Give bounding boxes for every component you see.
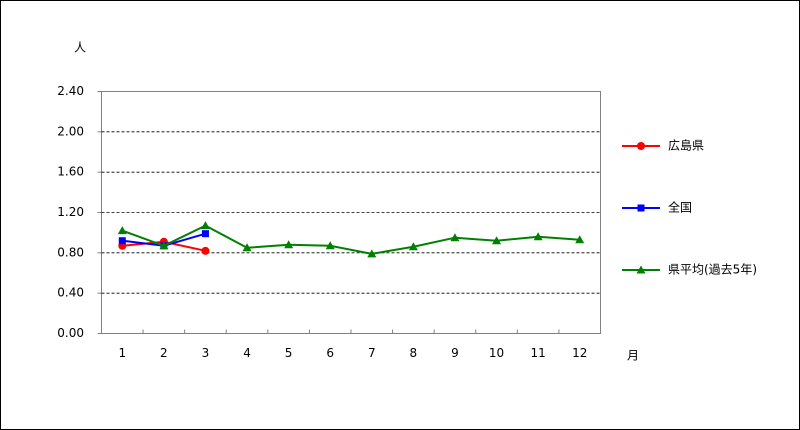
series-line (121, 224, 580, 255)
x-tick-label: 11 (530, 346, 545, 360)
marker (575, 235, 585, 244)
y-tick-label: 2.40 (57, 84, 84, 98)
y-tick-label: 2.00 (57, 124, 84, 138)
legend-label: 広島県 (668, 138, 704, 153)
x-tick-label: 9 (451, 346, 459, 360)
x-tick-label: 1 (118, 346, 126, 360)
marker (408, 242, 418, 251)
x-tick-label: 5 (285, 346, 293, 360)
legend-label: 県平均(過去5年) (668, 263, 757, 277)
x-tick-label: 6 (326, 346, 334, 360)
x-tick-label: 3 (202, 346, 210, 360)
y-tick-label: 0.00 (57, 326, 84, 340)
x-tick-label: 10 (489, 346, 504, 360)
marker (325, 241, 335, 250)
x-axis-label: 月 (627, 349, 639, 363)
marker (533, 232, 543, 241)
marker (637, 142, 645, 150)
marker (492, 236, 502, 245)
x-tick-label: 4 (243, 346, 251, 360)
x-tick-label: 8 (410, 346, 418, 360)
y-tick-label: 1.20 (57, 205, 84, 219)
marker (242, 243, 252, 252)
y-axis-label: 人 (74, 41, 86, 55)
marker (159, 241, 169, 250)
y-tick-label: 0.40 (57, 286, 84, 300)
marker (637, 204, 645, 212)
y-tick-label: 1.60 (57, 165, 84, 179)
marker (284, 240, 294, 249)
plot-area (101, 91, 601, 334)
marker (117, 226, 127, 235)
marker (367, 249, 377, 258)
x-tick-label: 12 (572, 346, 587, 360)
x-tick-label: 2 (160, 346, 168, 360)
x-tick-label: 7 (368, 346, 376, 360)
marker (200, 221, 210, 230)
legend-label: 全国 (668, 200, 692, 215)
marker (636, 265, 646, 274)
marker (201, 246, 210, 255)
marker (118, 237, 126, 245)
marker (201, 230, 209, 238)
y-tick-label: 0.80 (57, 245, 84, 259)
marker (450, 233, 460, 242)
